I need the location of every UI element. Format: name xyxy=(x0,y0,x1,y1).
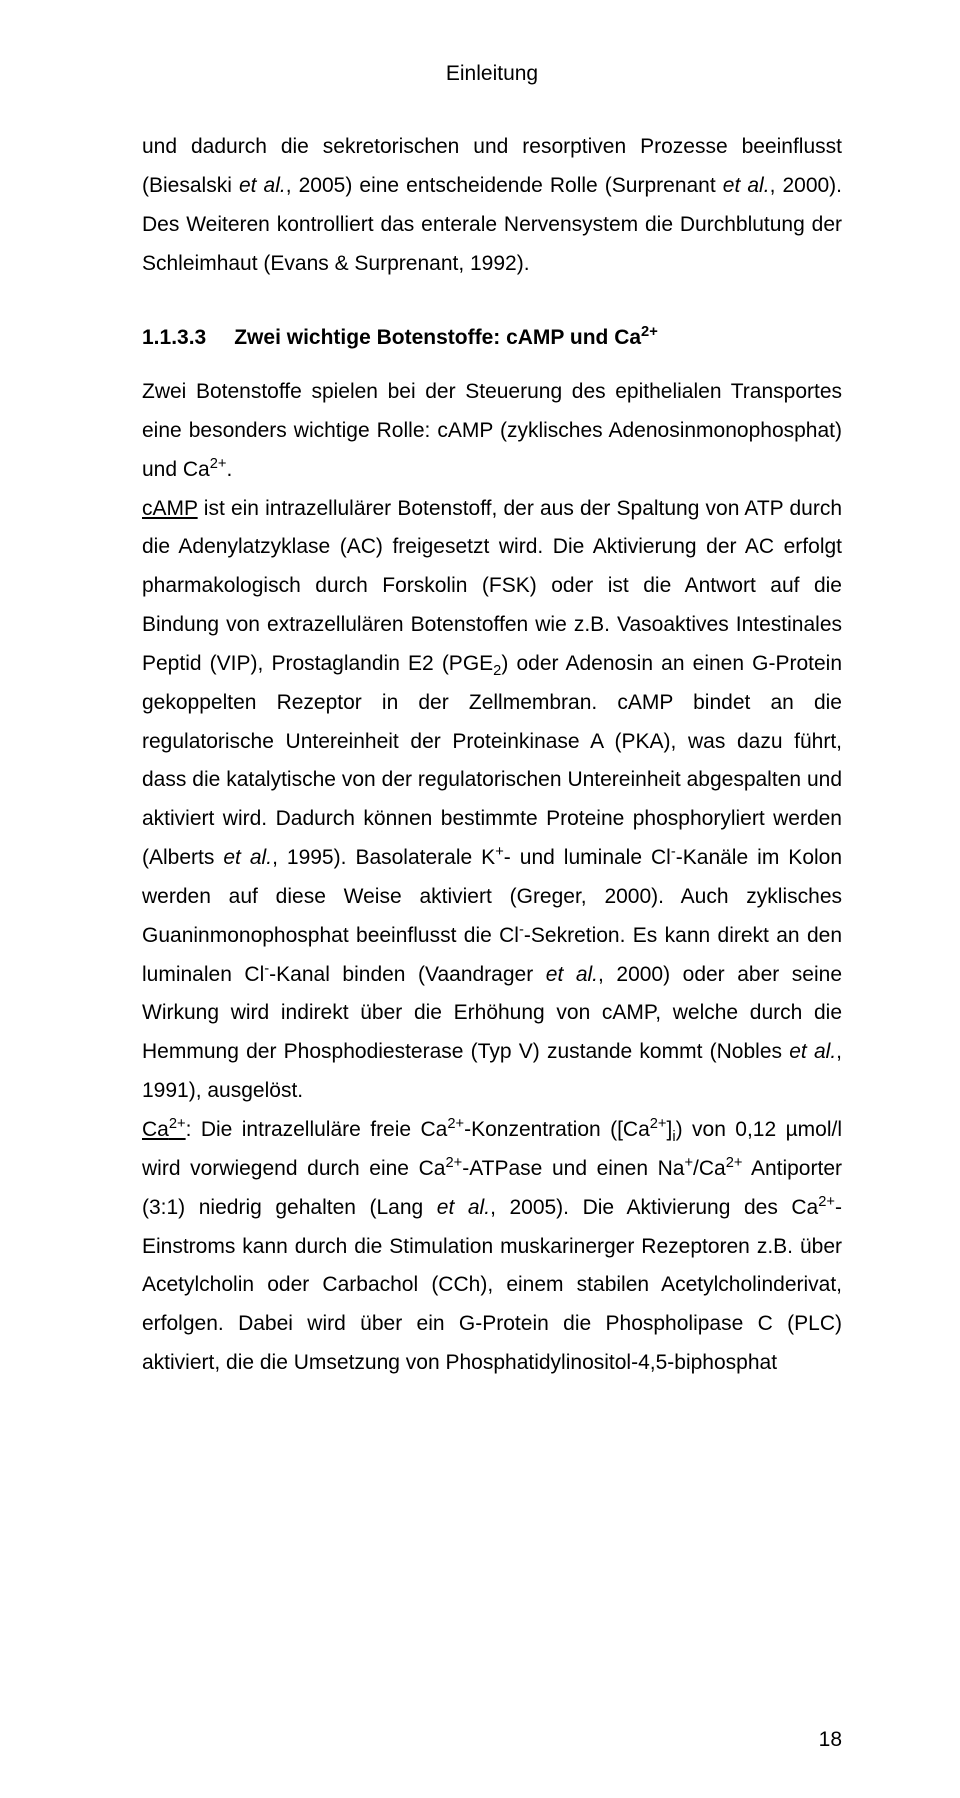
underlined-term: cAMP xyxy=(142,497,198,520)
text-italic: et al. xyxy=(723,174,770,197)
text: ist ein intrazellulärer Botenstoff, der … xyxy=(142,497,842,675)
text: -Einstroms kann durch die Stimulation mu… xyxy=(142,1196,842,1374)
text-italic: et al. xyxy=(239,174,286,197)
text: ) oder Adenosin an einen G-Protein gekop… xyxy=(142,652,842,869)
subheading-title: Zwei wichtige Botenstoffe: cAMP und Ca xyxy=(234,326,641,349)
text: , 2005) eine entscheidende Rolle (Surpre… xyxy=(286,174,723,197)
text: , 2005). Die Aktivierung des Ca xyxy=(490,1196,818,1219)
page: Einleitung und dadurch die sekretorische… xyxy=(0,0,960,1798)
text: Ca xyxy=(142,1118,169,1141)
text: . xyxy=(226,458,232,481)
superscript: 2+ xyxy=(447,1116,464,1132)
superscript: + xyxy=(684,1155,693,1171)
superscript: 2+ xyxy=(650,1116,667,1132)
text-italic: et al. xyxy=(789,1040,836,1063)
text-italic: et al. xyxy=(223,846,272,869)
text: Zwei Botenstoffe spielen bei der Steueru… xyxy=(142,380,842,481)
text: : Die intrazelluläre freie Ca xyxy=(186,1118,448,1141)
text: -Konzentration ([Ca xyxy=(464,1118,650,1141)
subheading-number: 1.1.3.3 xyxy=(142,321,206,355)
superscript: 2+ xyxy=(169,1116,186,1132)
superscript: 2+ xyxy=(726,1155,743,1171)
superscript: + xyxy=(495,844,504,860)
paragraph-intro: und dadurch die sekretorischen und resor… xyxy=(142,128,842,283)
page-number: 18 xyxy=(819,1728,842,1752)
text: -ATPase und einen Na xyxy=(462,1157,684,1180)
page-header: Einleitung xyxy=(142,62,842,86)
paragraph-body: Zwei Botenstoffe spielen bei der Steueru… xyxy=(142,373,842,1383)
underlined-term: Ca2+ xyxy=(142,1118,186,1141)
superscript: 2+ xyxy=(818,1194,835,1210)
text-italic: et al. xyxy=(437,1196,490,1219)
superscript: 2+ xyxy=(210,456,227,472)
text: -Kanal binden (Vaandrager xyxy=(269,963,546,986)
text-italic: et al. xyxy=(546,963,598,986)
text: , 1995). Basolaterale K xyxy=(272,846,495,869)
text: - und luminale Cl xyxy=(504,846,671,869)
superscript: 2+ xyxy=(445,1155,462,1171)
text: /Ca xyxy=(693,1157,726,1180)
subheading: 1.1.3.3 Zwei wichtige Botenstoffe: cAMP u… xyxy=(142,321,842,355)
superscript: 2+ xyxy=(641,324,658,340)
